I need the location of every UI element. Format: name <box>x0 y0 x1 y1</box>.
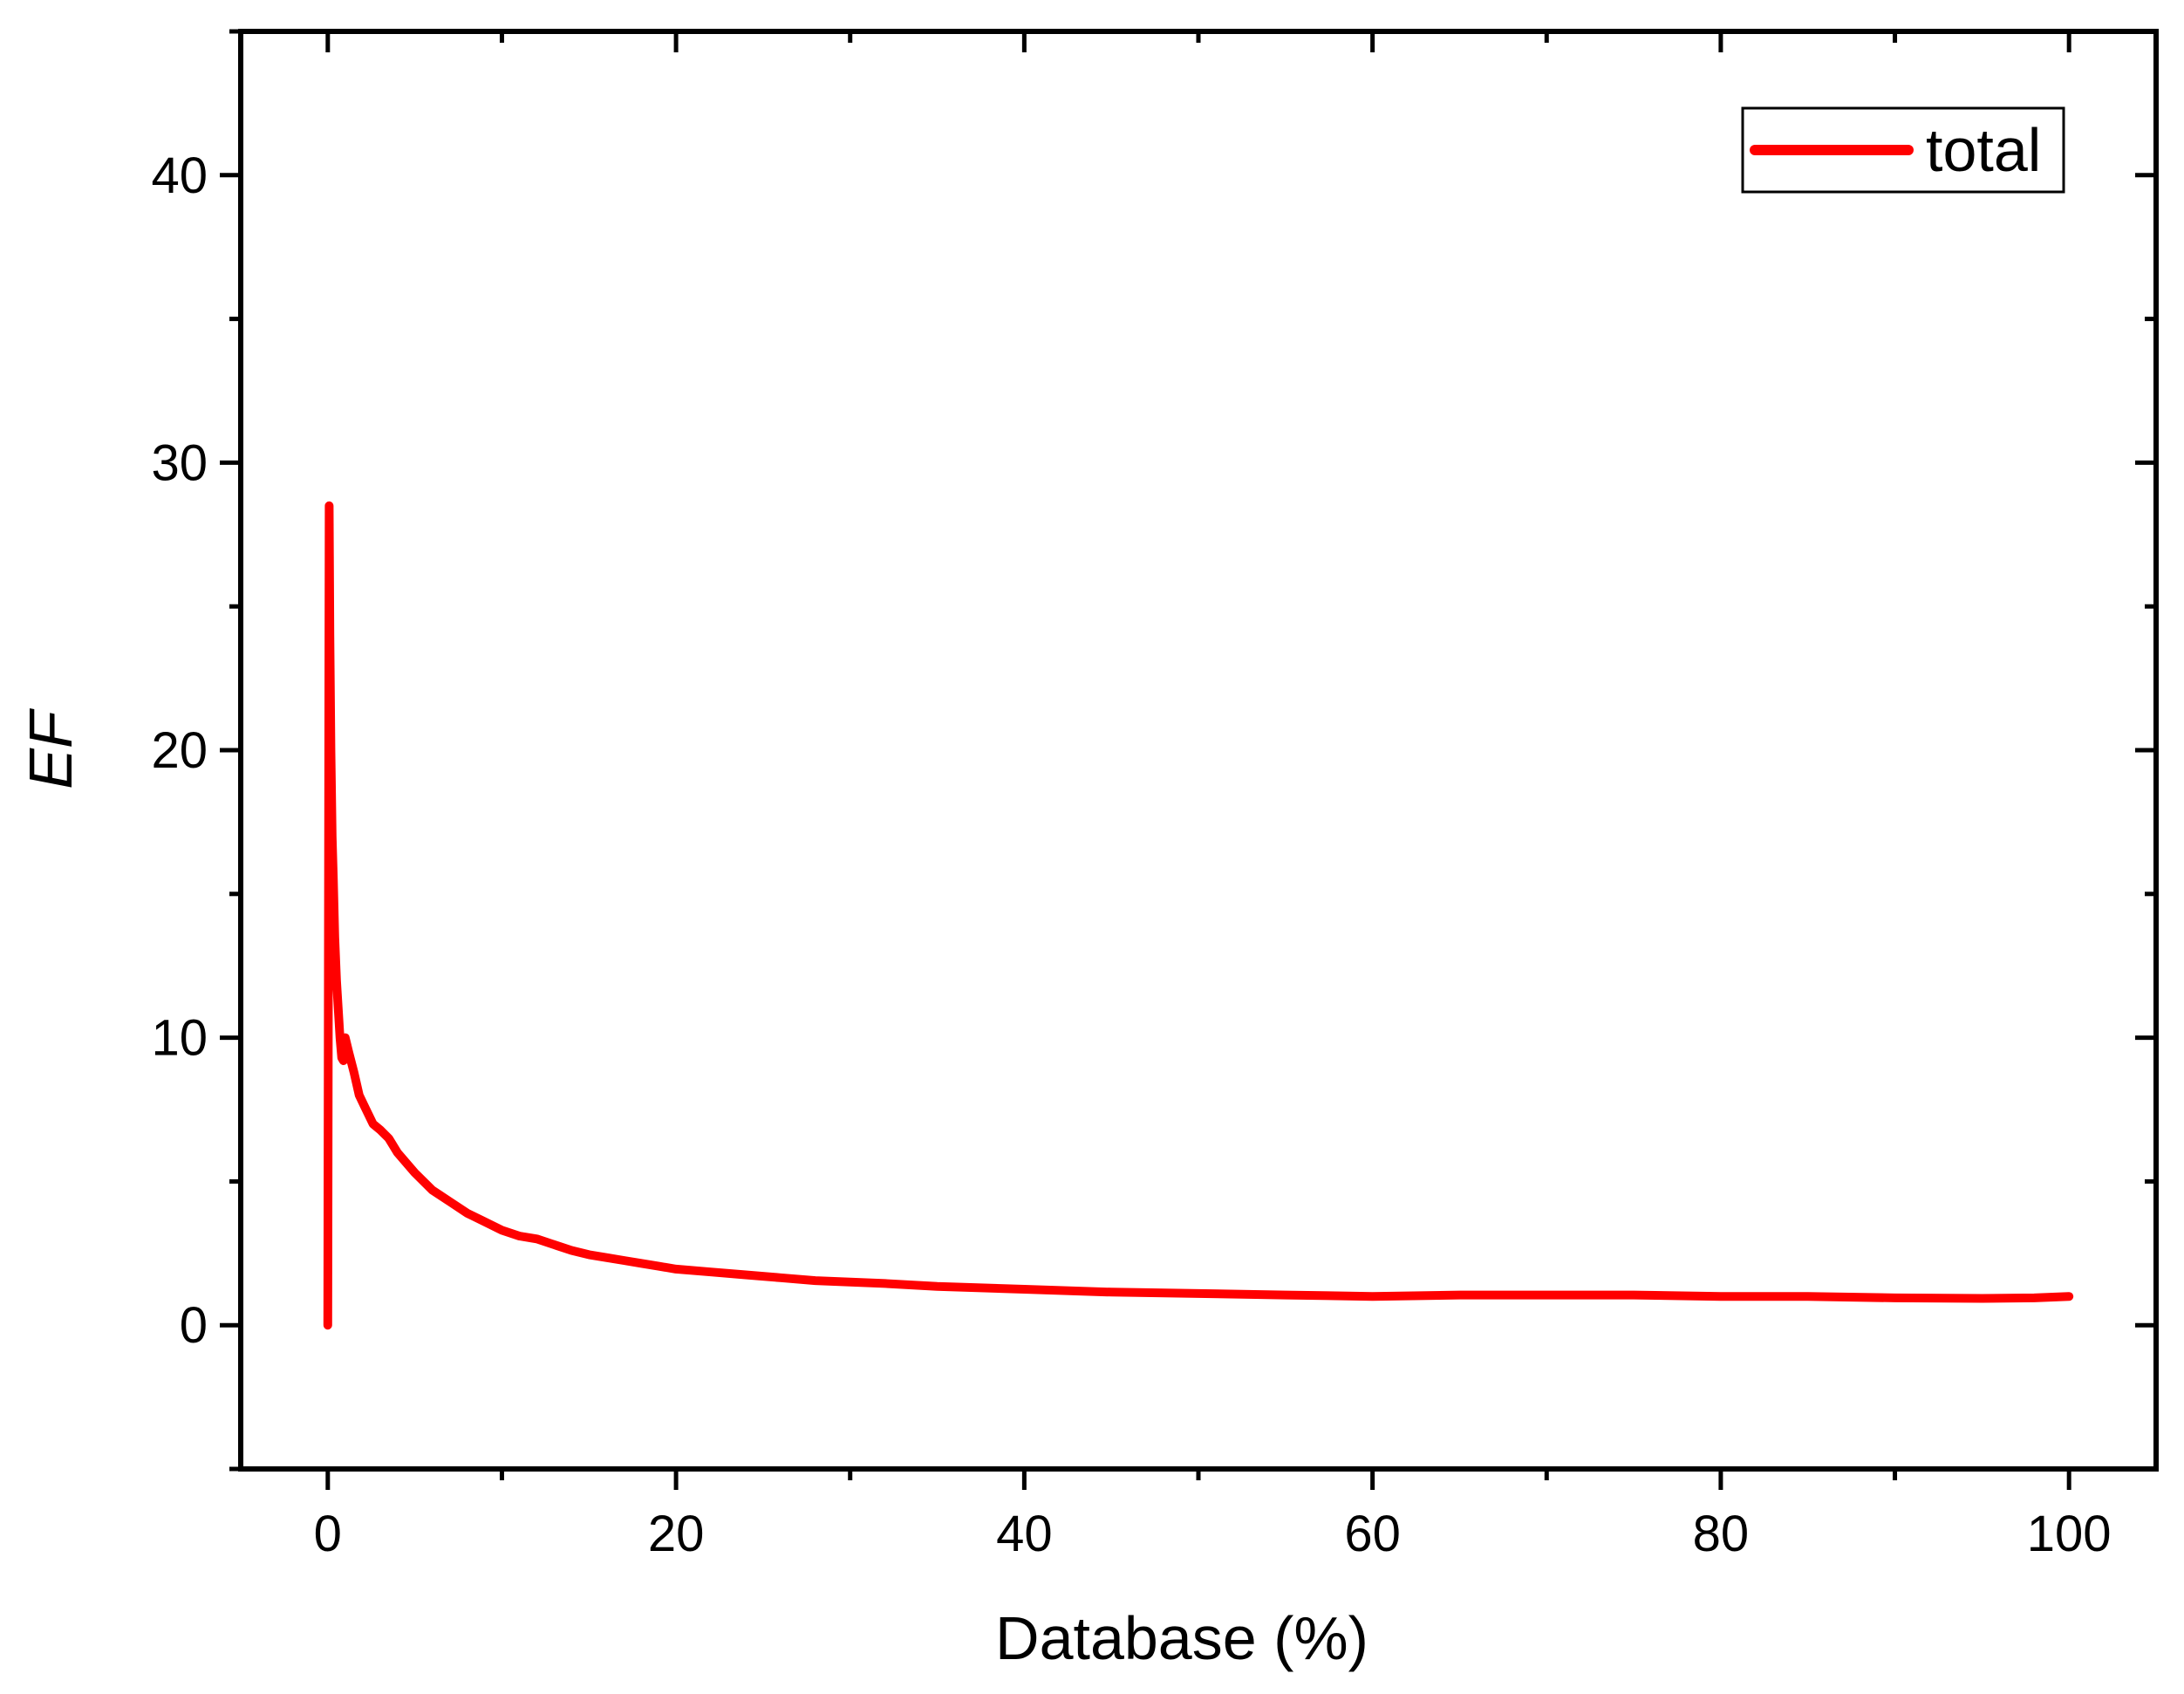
y-tick-label: 40 <box>151 147 208 204</box>
x-tick-label: 20 <box>648 1506 705 1562</box>
x-tick-label: 80 <box>1693 1506 1750 1562</box>
tick-labels: 0 20 40 60 80 100 0 10 20 30 40 <box>151 147 2111 1562</box>
legend-label-total: total <box>1926 116 2041 184</box>
x-tick-label: 0 <box>314 1506 342 1562</box>
series-line-total <box>323 501 2074 1330</box>
x-tick-label: 40 <box>996 1506 1053 1562</box>
x-tick-label: 60 <box>1344 1506 1401 1562</box>
ticks <box>220 29 2156 1490</box>
y-tick-label: 10 <box>151 1010 208 1067</box>
y-tick-label: 30 <box>151 434 208 491</box>
y-tick-label: 20 <box>151 722 208 779</box>
legend: total <box>1741 106 2065 194</box>
y-tick-label: 0 <box>180 1297 208 1354</box>
x-tick-label: 100 <box>2027 1506 2112 1562</box>
y-axis-title: EF <box>17 707 85 789</box>
x-axis-title: Database (%) <box>995 1604 1368 1672</box>
plot-frame <box>238 29 2159 1472</box>
